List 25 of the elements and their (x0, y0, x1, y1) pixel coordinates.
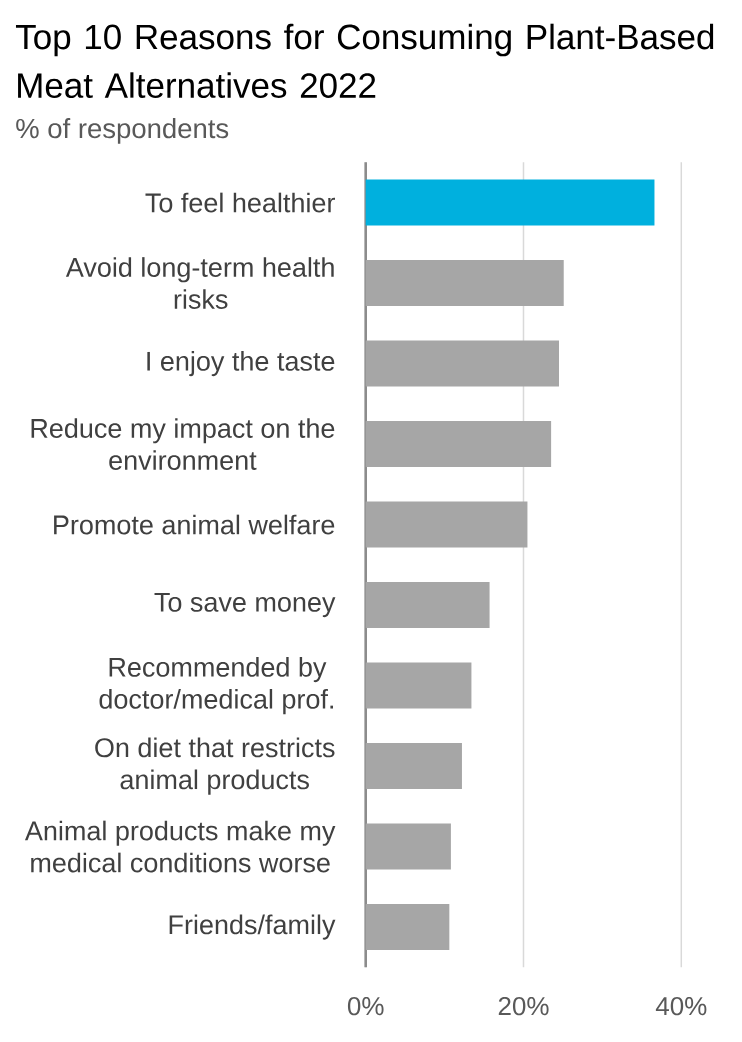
bar (365, 421, 552, 467)
y-tick-label: Animal products make my medical conditions worse (24, 820, 336, 873)
bar (365, 904, 450, 950)
y-tick-label: Recommended by doctor/medical prof. (99, 656, 333, 715)
bar (365, 340, 559, 387)
bar (365, 260, 564, 306)
x-tick-label: 0% (347, 996, 384, 1016)
y-tick-label: Avoid long-term health risks (65, 257, 334, 309)
y-tick-label: On diet that restricts animal products (95, 737, 335, 795)
y-tick-label: Reduce my impact on the environment (31, 418, 335, 470)
y-tick-label: Friends/family (169, 914, 336, 940)
y-tick-label: To save money (154, 592, 336, 618)
bar (365, 582, 490, 628)
x-tick-label: 40% (655, 996, 707, 1016)
bar (365, 743, 462, 789)
chart-title: Top 10 Reasons for Consuming Plant-Based Meat Alternatives 2022 (15, 23, 714, 98)
bar (365, 662, 472, 709)
bar (365, 501, 528, 548)
x-tick-label: 20% (498, 996, 549, 1016)
y-tick-label: Promote animal welfare (54, 514, 335, 535)
bar (365, 823, 451, 870)
y-tick-label: I enjoy the taste (147, 350, 335, 377)
y-tick-label: To feel healthier (145, 192, 335, 213)
bar (365, 179, 655, 226)
text: % of respondents (16, 118, 229, 144)
